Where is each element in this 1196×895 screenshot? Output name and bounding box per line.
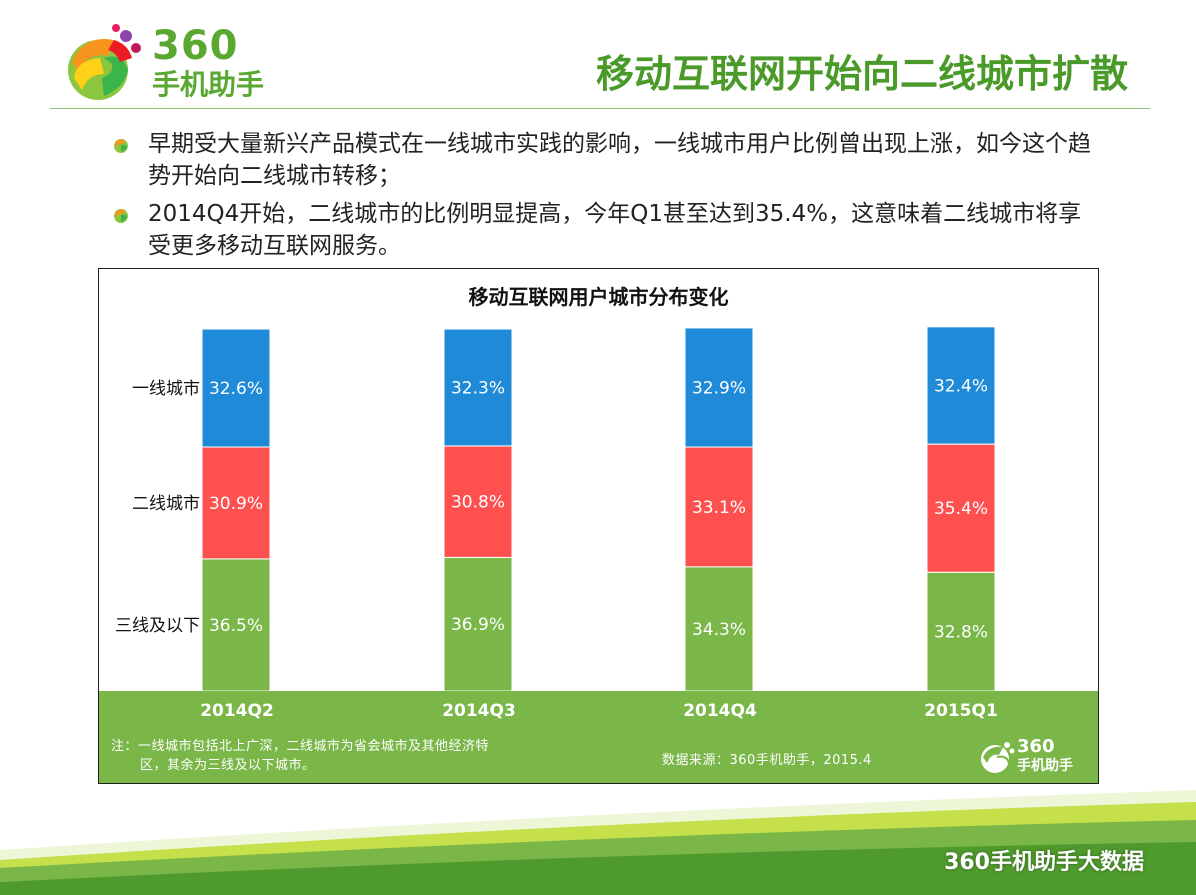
bar-data-label: 32.9% [692, 378, 746, 398]
bar-data-label: 30.8% [451, 493, 505, 513]
bar-segment [201, 446, 271, 560]
bar-segment [926, 326, 996, 445]
bar-data-label: 34.3% [692, 620, 746, 640]
bullet-item: 早期受大量新兴产品模式在一线城市实践的影响，一线城市用户比例曾出现上涨，如今这个… [112, 128, 1092, 192]
bar-segment [684, 446, 754, 568]
logo-name: 手机助手 [152, 68, 265, 101]
category-label: 2014Q2 [200, 701, 274, 721]
bar-data-label: 35.4% [934, 499, 988, 519]
series-label: 二线城市 [132, 494, 200, 514]
bullet-ball-icon [114, 209, 128, 223]
chart-source: 数据来源：360手机助手，2015.4 [662, 753, 872, 768]
chart-title: 移动互联网用户城市分布变化 [468, 285, 729, 309]
page-title: 移动互联网开始向二线城市扩散 [595, 52, 1128, 96]
footer-logo-ball-icon [981, 742, 1015, 773]
chart-footer-band: 2014Q2 2014Q3 2014Q4 2015Q1 注：一线城市包括北上广深… [99, 691, 1098, 783]
bar-data-label: 32.3% [451, 378, 505, 398]
watermark: 360手机助手大数据 [944, 850, 1144, 875]
bar-segment [443, 445, 513, 558]
chart-note: 注：一线城市包括北上广深，二线城市为省会城市及其他经济特 区，其余为三线及以下城… [111, 737, 601, 775]
logo-ball-icon [68, 24, 141, 100]
bar-data-label: 36.5% [209, 616, 263, 636]
category-label: 2015Q1 [924, 701, 998, 721]
bar-data-label: 32.6% [209, 379, 263, 399]
stacked-bar-chart: 36.5% 三线及以下 30.9% 二线城市 32.6% 一线城市 36.9% 30.8% 32… [115, 326, 996, 691]
footer-logo-number: 360 [1017, 736, 1055, 757]
logo-number: 360 [152, 23, 239, 69]
bullet-ball-icon [114, 139, 128, 153]
chart-frame: 36.5% 三线及以下 30.9% 二线城市 32.6% 一线城市 36.9% 30.8% 32… [98, 268, 1099, 784]
bar-data-label: 36.9% [451, 615, 505, 635]
bottom-swoosh-decoration [0, 790, 1196, 895]
footer-logo: 360 手机助手 [979, 737, 1094, 777]
category-label: 2014Q3 [442, 701, 516, 721]
bar-segment [684, 327, 754, 448]
bar-segment [926, 443, 996, 573]
bar-segment [684, 566, 754, 691]
bar-segment [443, 328, 513, 447]
bullet-item: 2014Q4开始，二线城市的比例明显提高，今年Q1甚至达到35.4%，这意味着二… [112, 198, 1092, 262]
bullet-text: 早期受大量新兴产品模式在一线城市实践的影响，一线城市用户比例曾出现上涨，如今这个… [148, 131, 1091, 189]
bar-data-label: 32.8% [934, 623, 988, 643]
header-divider [50, 108, 1150, 109]
footer-logo-name: 手机助手 [1017, 758, 1073, 774]
chart-note-line: 区，其余为三线及以下城市。 [140, 758, 316, 773]
series-label: 三线及以下 [115, 616, 200, 636]
bullet-list: 早期受大量新兴产品模式在一线城市实践的影响，一线城市用户比例曾出现上涨，如今这个… [112, 128, 1092, 268]
bullet-text: 2014Q4开始，二线城市的比例明显提高，今年Q1甚至达到35.4%，这意味着二… [148, 201, 1082, 259]
logo-360-assistant: 360 手机助手 [64, 22, 294, 104]
bar-data-label: 30.9% [209, 494, 263, 514]
category-label: 2014Q4 [683, 701, 757, 721]
bar-data-label: 33.1% [692, 498, 746, 518]
bar-segment [201, 328, 271, 448]
bar-segment [201, 558, 271, 691]
chart-note-line: 注：一线城市包括北上广深，二线城市为省会城市及其他经济特 [111, 739, 490, 754]
bar-data-label: 32.4% [934, 376, 988, 396]
series-label: 一线城市 [132, 379, 200, 399]
